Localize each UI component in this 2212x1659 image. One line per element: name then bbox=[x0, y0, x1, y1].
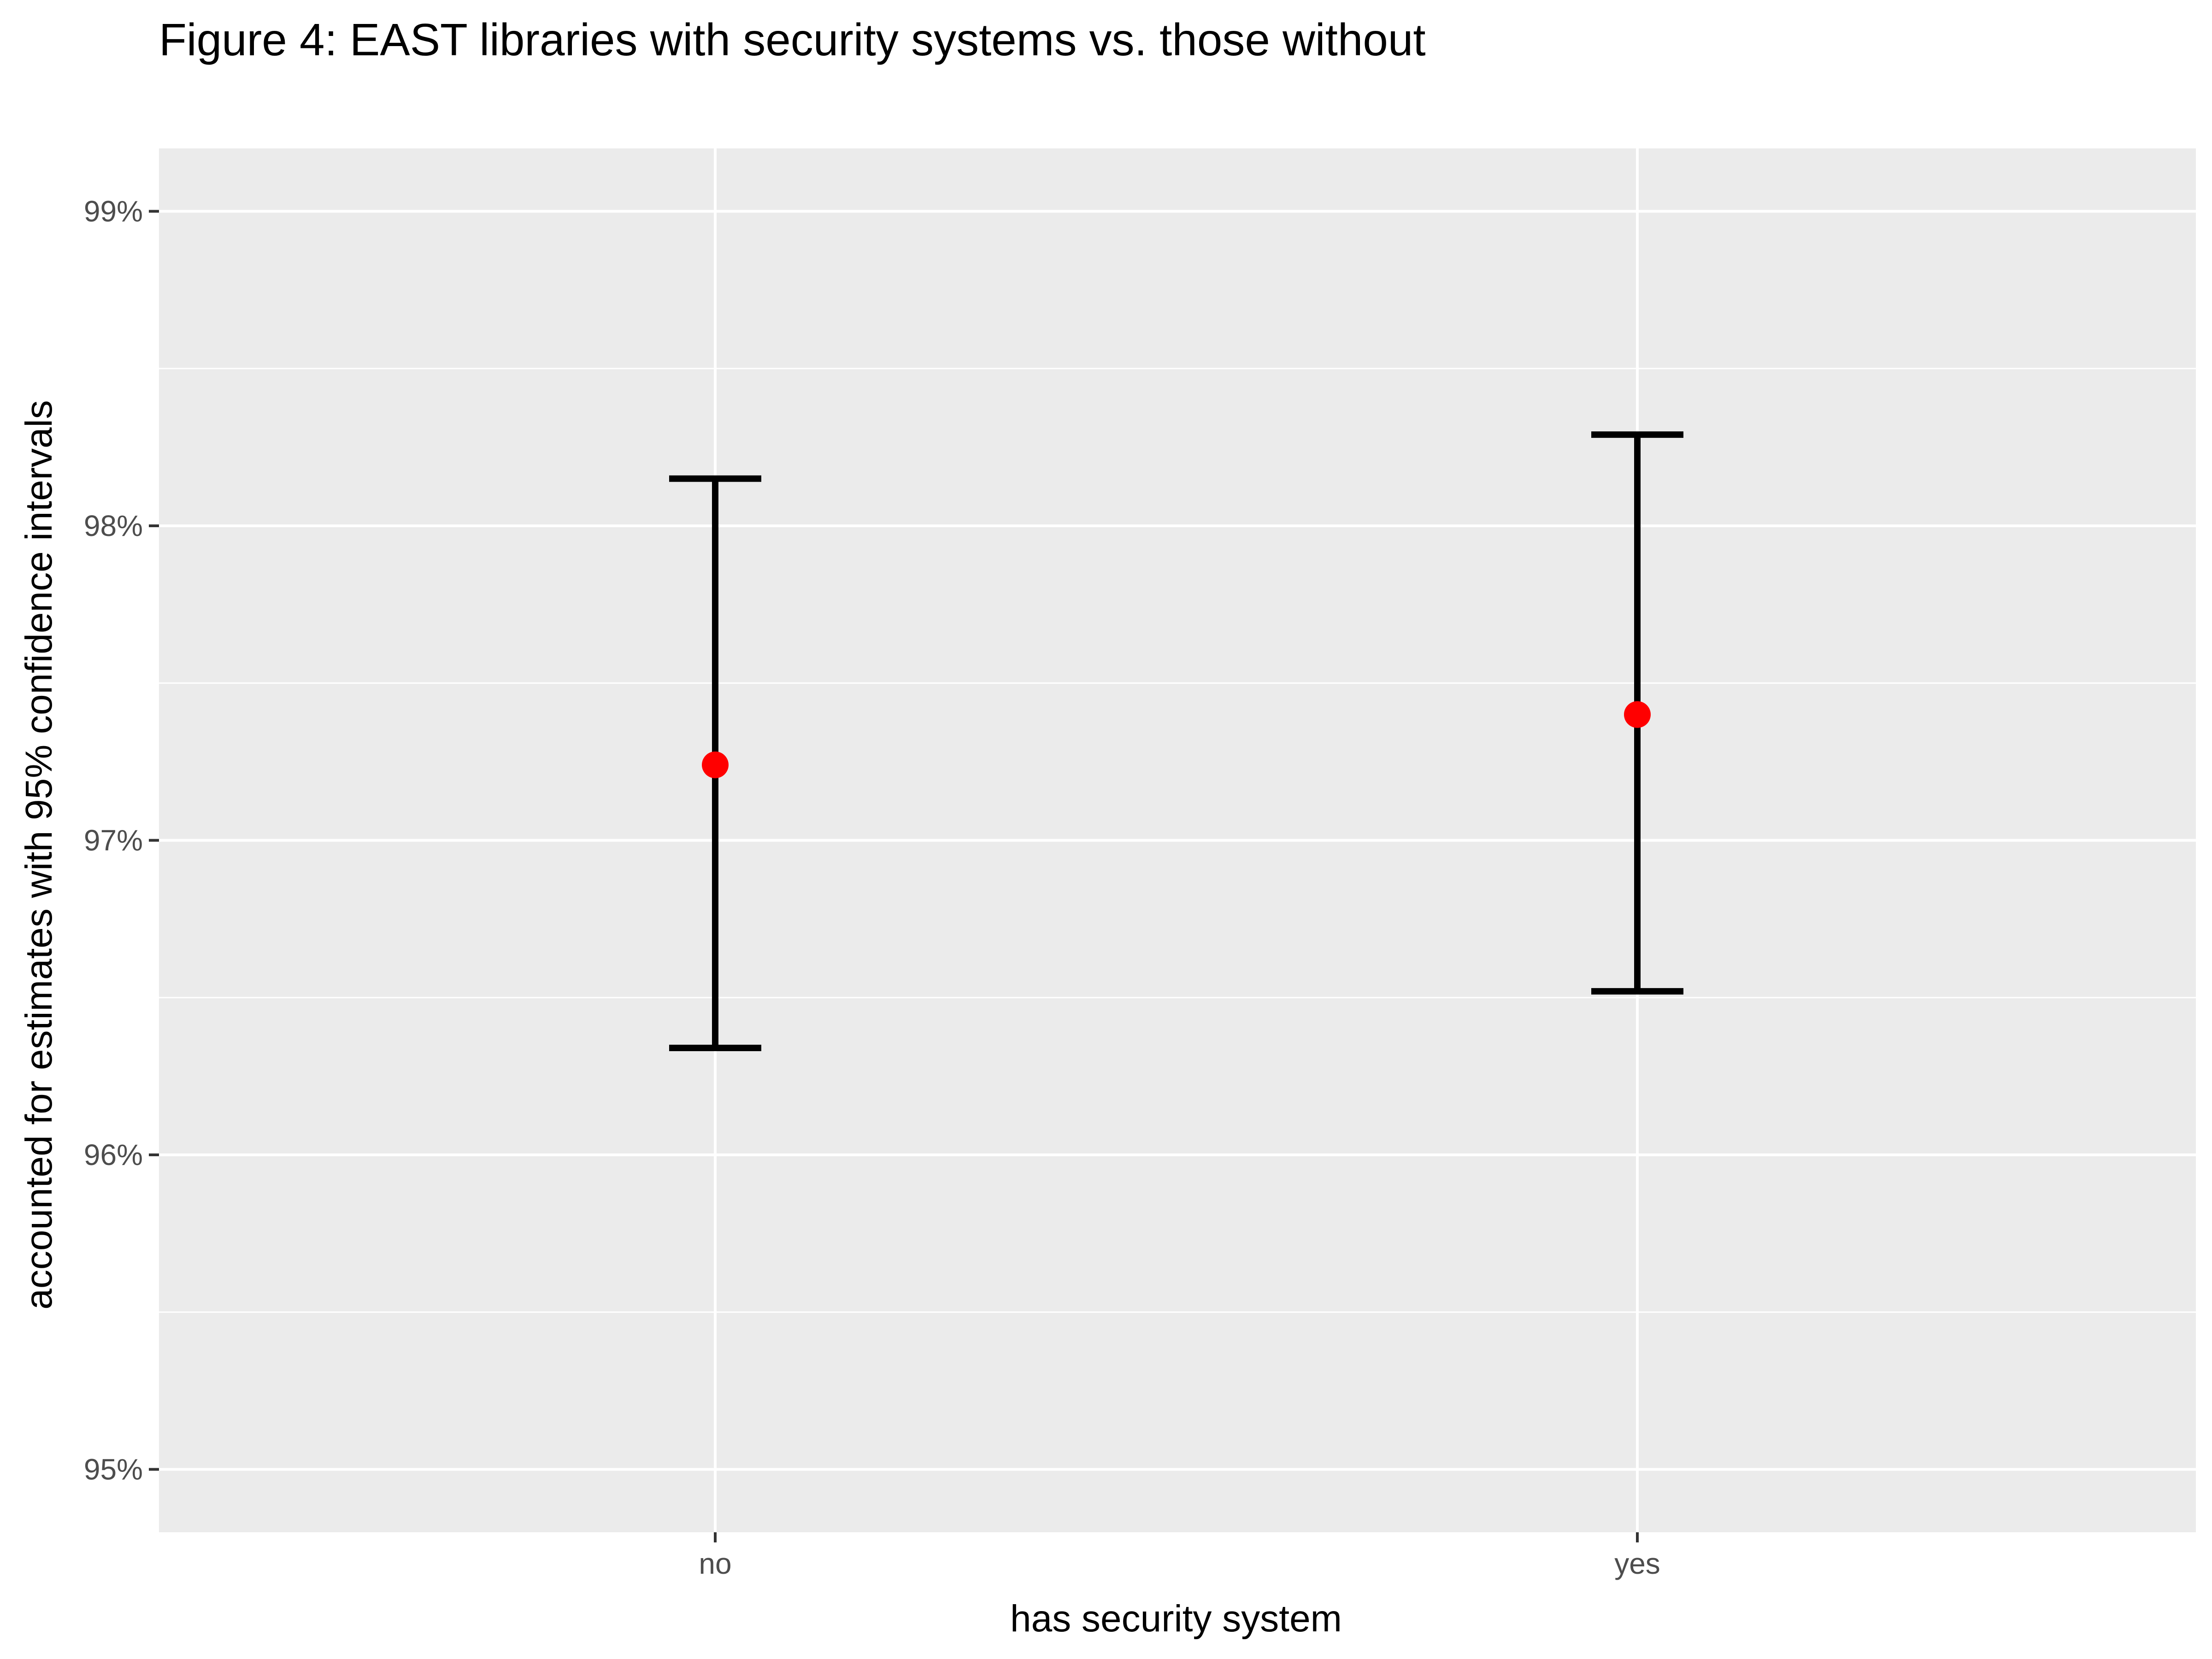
y-tick-label: 99% bbox=[84, 195, 143, 228]
y-tick-label: 97% bbox=[84, 824, 143, 857]
x-axis-title: has security system bbox=[1010, 1598, 1342, 1640]
y-tick-label: 95% bbox=[84, 1453, 143, 1486]
point-no bbox=[702, 751, 729, 778]
y-tick-label: 96% bbox=[84, 1138, 143, 1171]
estimate-points bbox=[702, 701, 1651, 778]
y-tick-label: 98% bbox=[84, 509, 143, 542]
point-yes bbox=[1624, 701, 1651, 728]
y-axis-ticks: 95% 96% 97% 98% 99% bbox=[84, 195, 159, 1486]
x-tick-label: yes bbox=[1614, 1547, 1660, 1580]
minor-gridlines bbox=[159, 368, 2196, 1313]
y-axis-title: accounted for estimates with 95% confide… bbox=[18, 400, 60, 1310]
x-tick-label: no bbox=[699, 1547, 731, 1580]
x-axis-ticks: no yes bbox=[699, 1532, 1660, 1580]
chart-title: Figure 4: EAST libraries with security s… bbox=[159, 14, 1426, 65]
